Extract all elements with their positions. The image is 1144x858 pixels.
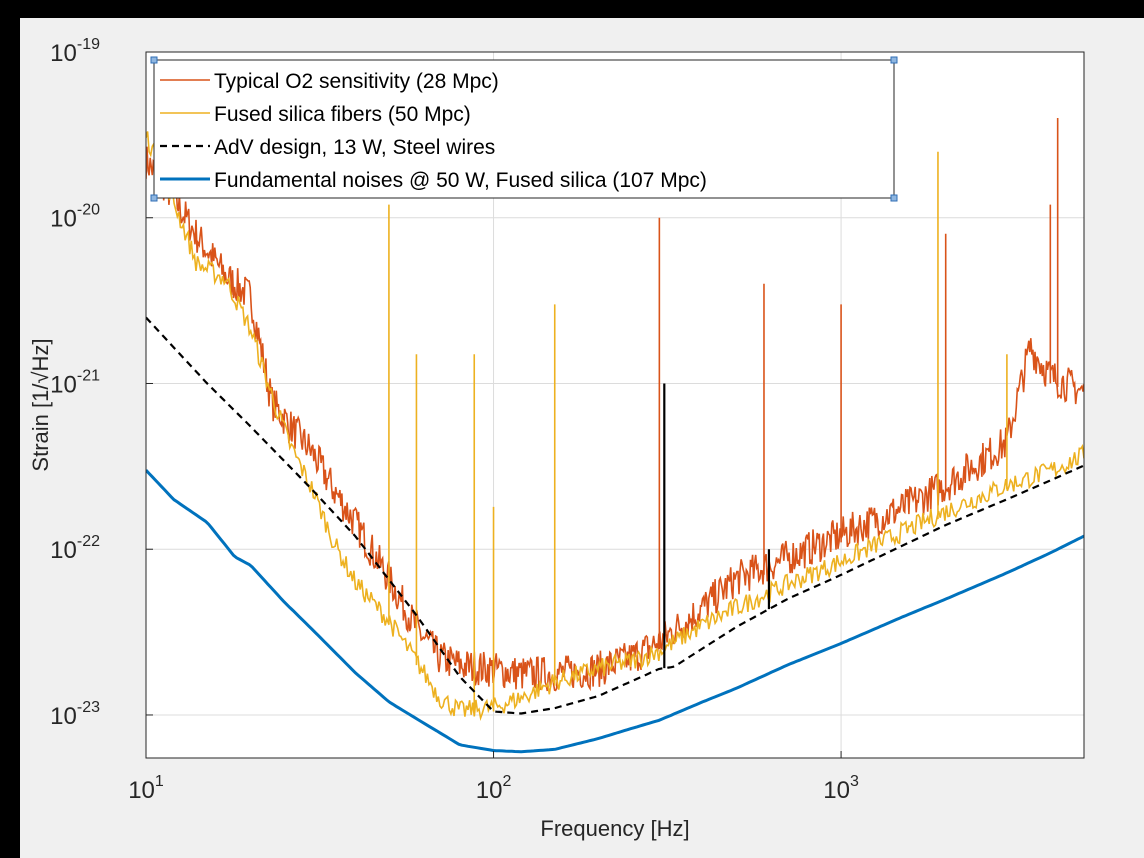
x-axis-label: Frequency [Hz] [540,816,689,841]
legend-label: Fused silica fibers (50 Mpc) [214,103,471,126]
legend-handle[interactable] [150,194,158,202]
x-tick-label: 101 [128,773,164,804]
series-line-3 [146,316,1084,715]
series-lines [146,117,1084,754]
legend-box [153,59,895,199]
legend-handle[interactable] [890,194,898,202]
x-tick-label: 102 [476,773,512,804]
legend-handle[interactable] [150,56,158,64]
y-tick-label: 10-23 [50,699,100,730]
x-tick-label: 103 [823,773,859,804]
legend-handle[interactable] [890,56,898,64]
figure: 101 102 103 10-23 10-22 10-21 10-20 10-19 Typic… [20,18,1144,858]
chart-svg: 101 102 103 10-23 10-22 10-21 10-20 10-19 Typic… [28,36,1085,841]
series-line-2 [146,131,1084,722]
series-line-4 [146,469,1084,754]
legend-label: AdV design, 13 W, Steel wires [214,136,495,159]
y-tick-label: 10-19 [50,36,100,67]
legend[interactable]: Typical O2 sensitivity (28 Mpc) Fused sil… [150,56,898,202]
legend-label: Fundamental noises @ 50 W, Fused silica … [214,169,707,192]
series-line-1 [146,146,1084,692]
legend-label: Typical O2 sensitivity (28 Mpc) [214,70,499,93]
y-tick-label: 10-22 [50,533,100,564]
y-tick-label: 10-21 [50,367,100,398]
y-tick-label: 10-20 [50,202,100,233]
axes-frame [145,51,1085,759]
y-axis-label: Strain [1/√Hz] [28,338,53,471]
